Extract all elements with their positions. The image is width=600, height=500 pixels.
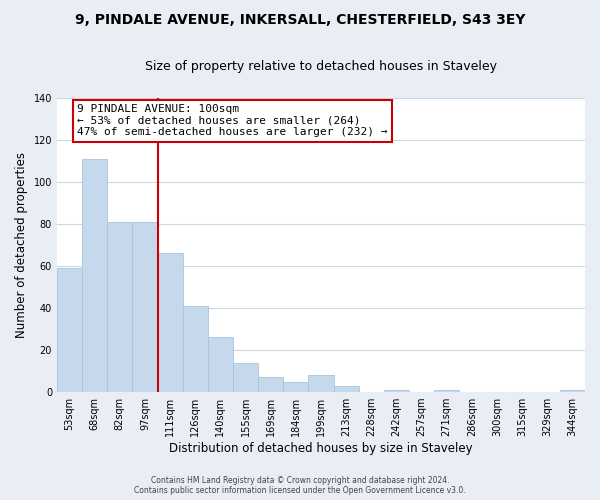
Bar: [133, 222, 158, 392]
Bar: [258, 378, 283, 392]
X-axis label: Distribution of detached houses by size in Staveley: Distribution of detached houses by size …: [169, 442, 473, 455]
Bar: [334, 386, 359, 392]
Bar: [560, 390, 585, 392]
Bar: [283, 382, 308, 392]
Bar: [158, 254, 182, 392]
Bar: [182, 306, 208, 392]
Title: Size of property relative to detached houses in Staveley: Size of property relative to detached ho…: [145, 60, 497, 73]
Y-axis label: Number of detached properties: Number of detached properties: [15, 152, 28, 338]
Text: 9, PINDALE AVENUE, INKERSALL, CHESTERFIELD, S43 3EY: 9, PINDALE AVENUE, INKERSALL, CHESTERFIE…: [75, 12, 525, 26]
Bar: [434, 390, 459, 392]
Bar: [208, 338, 233, 392]
Text: Contains HM Land Registry data © Crown copyright and database right 2024.
Contai: Contains HM Land Registry data © Crown c…: [134, 476, 466, 495]
Bar: [57, 268, 82, 392]
Bar: [82, 158, 107, 392]
Bar: [384, 390, 409, 392]
Bar: [107, 222, 133, 392]
Bar: [233, 362, 258, 392]
Bar: [308, 376, 334, 392]
Text: 9 PINDALE AVENUE: 100sqm
← 53% of detached houses are smaller (264)
47% of semi-: 9 PINDALE AVENUE: 100sqm ← 53% of detach…: [77, 104, 388, 138]
